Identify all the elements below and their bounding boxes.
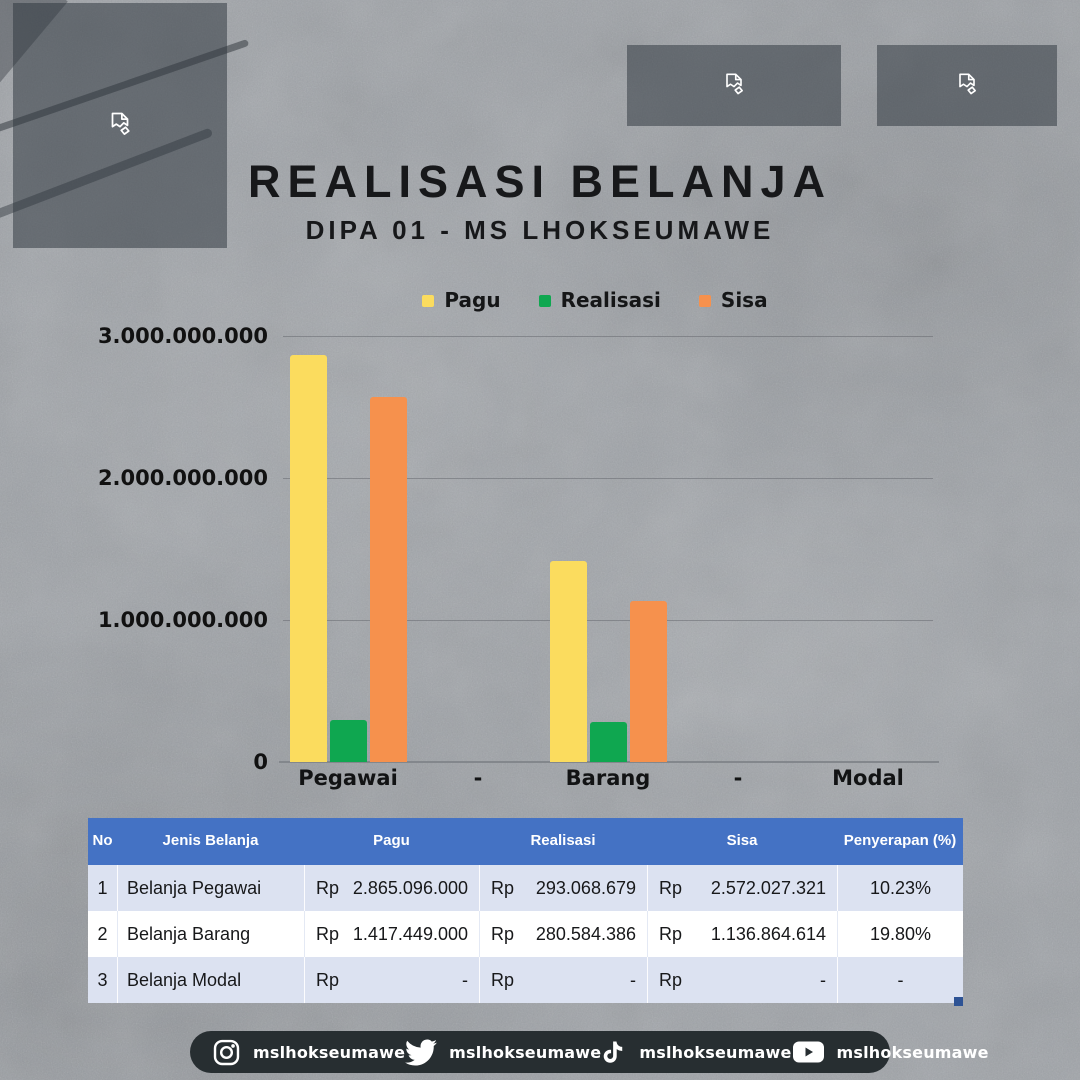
cell-sisa: Rp 1.136.864.614	[647, 911, 837, 957]
x-label-dash: -	[473, 766, 483, 790]
twitter-icon	[405, 1038, 438, 1065]
cell-sisa: Rp -	[647, 957, 837, 1003]
legend-item-pagu: Pagu	[422, 288, 501, 312]
currency-label: Rp	[491, 923, 515, 944]
amount: 1.136.864.614	[710, 923, 826, 944]
bar-realisasi-pegawai	[329, 720, 367, 762]
legend-label: Sisa	[720, 288, 768, 312]
header-pagu: Pagu	[373, 832, 410, 850]
cell-pagu: Rp 2.865.096.000	[304, 865, 479, 911]
legend-swatch-realisasi	[538, 294, 551, 307]
header-no: No	[92, 832, 113, 850]
header-sisa: Sisa	[726, 832, 758, 850]
realisasi-table: No Jenis Belanja Pagu Realisasi Sisa Pen…	[88, 818, 963, 1006]
bar-group-barang	[543, 336, 673, 762]
broken-image-icon	[726, 73, 743, 94]
instagram-icon	[213, 1039, 240, 1065]
cell-penyerapan: -	[837, 957, 963, 1003]
y-tick-label: 3.000.000.000	[97, 324, 268, 348]
bar-group-pegawai	[283, 336, 413, 762]
image-placeholder-banner-right	[877, 45, 1057, 126]
cell-realisasi: Rp 293.068.679	[479, 865, 647, 911]
table-row: 3 Belanja Modal Rp - Rp - Rp - -	[88, 957, 963, 1003]
currency-label: Rp	[659, 877, 683, 898]
currency-label: Rp	[491, 877, 515, 898]
x-label-dash: -	[733, 766, 743, 790]
social-handle: mslhokseumawe	[836, 1042, 989, 1062]
tiktok-icon	[604, 1041, 623, 1063]
youtube-icon	[792, 1041, 824, 1063]
social-twitter[interactable]: mslhokseumawe	[405, 1038, 602, 1066]
cell-no: 3	[97, 969, 108, 990]
y-tick-label: 2.000.000.000	[97, 466, 268, 490]
table-header-row: No Jenis Belanja Pagu Realisasi Sisa Pen…	[88, 818, 963, 865]
legend-swatch-sisa	[698, 294, 711, 307]
bar-group--	[673, 336, 803, 762]
currency-label: Rp	[659, 969, 683, 990]
bar-pagu-barang	[549, 561, 587, 762]
bar-sisa-barang	[629, 601, 667, 762]
bar-sisa-pegawai	[369, 397, 407, 762]
cell-jenis: Belanja Modal	[117, 957, 304, 1003]
legend-label: Pagu	[444, 288, 501, 312]
cell-penyerapan: 10.23%	[837, 865, 963, 911]
legend-label: Realisasi	[560, 288, 661, 312]
image-placeholder-banner-left	[627, 45, 841, 126]
cell-pagu: Rp 1.417.449.000	[304, 911, 479, 957]
amount: 1.417.449.000	[352, 923, 468, 944]
bar-realisasi-barang	[589, 722, 627, 762]
broken-image-icon	[959, 73, 976, 94]
legend-swatch-pagu	[422, 294, 435, 307]
header-penyerapan: Penyerapan (%)	[843, 832, 957, 850]
y-tick-label: 1.000.000.000	[97, 608, 268, 632]
social-handle: mslhokseumawe	[639, 1042, 792, 1062]
y-tick-label: 0	[253, 750, 268, 774]
bar-pagu-pegawai	[289, 355, 327, 762]
x-label-barang: Barang	[565, 766, 651, 790]
header-realisasi: Realisasi	[530, 832, 596, 850]
social-instagram[interactable]: mslhokseumawe	[212, 1038, 405, 1067]
currency-label: Rp	[316, 923, 340, 944]
legend-item-sisa: Sisa	[698, 288, 768, 312]
social-footer: mslhokseumawe mslhokseumawe mslhokseumaw…	[190, 1031, 988, 1073]
cell-no: 2	[97, 923, 108, 944]
cell-pagu: Rp -	[304, 957, 479, 1003]
cell-jenis: Belanja Pegawai	[117, 865, 304, 911]
amount: -	[630, 969, 636, 990]
social-handle: mslhokseumawe	[449, 1042, 602, 1062]
currency-label: Rp	[316, 877, 340, 898]
bar-group-modal	[803, 336, 933, 762]
cell-no: 1	[97, 877, 108, 898]
x-axis-labels: Pegawai - Barang - Modal	[283, 766, 933, 790]
currency-label: Rp	[659, 923, 683, 944]
social-handle: mslhokseumawe	[253, 1042, 406, 1062]
y-axis-ticks: 3.000.000.000 2.000.000.000 1.000.000.00…	[40, 0, 268, 800]
bar-group--	[413, 336, 543, 762]
amount: -	[462, 969, 468, 990]
currency-label: Rp	[316, 969, 340, 990]
amount: -	[820, 969, 826, 990]
social-youtube[interactable]: mslhokseumawe	[792, 1040, 989, 1064]
amount: 2.572.027.321	[710, 877, 826, 898]
cell-penyerapan: 19.80%	[837, 911, 963, 957]
x-label-modal: Modal	[832, 766, 904, 790]
table-row: 1 Belanja Pegawai Rp 2.865.096.000 Rp 293.…	[88, 865, 963, 911]
legend-item-realisasi: Realisasi	[538, 288, 661, 312]
cell-realisasi: Rp -	[479, 957, 647, 1003]
currency-label: Rp	[491, 969, 515, 990]
table-row: 2 Belanja Barang Rp 1.417.449.000 Rp 280.5…	[88, 911, 963, 957]
x-label-pegawai: Pegawai	[298, 766, 398, 790]
cell-sisa: Rp 2.572.027.321	[647, 865, 837, 911]
amount: 280.584.386	[535, 923, 636, 944]
header-jenis-belanja: Jenis Belanja	[162, 832, 259, 850]
amount: 293.068.679	[535, 877, 636, 898]
table-corner-notch	[954, 997, 963, 1006]
chart-plot	[279, 336, 939, 763]
social-tiktok[interactable]: mslhokseumawe	[601, 1039, 791, 1065]
amount: 2.865.096.000	[352, 877, 468, 898]
cell-jenis: Belanja Barang	[117, 911, 304, 957]
cell-realisasi: Rp 280.584.386	[479, 911, 647, 957]
